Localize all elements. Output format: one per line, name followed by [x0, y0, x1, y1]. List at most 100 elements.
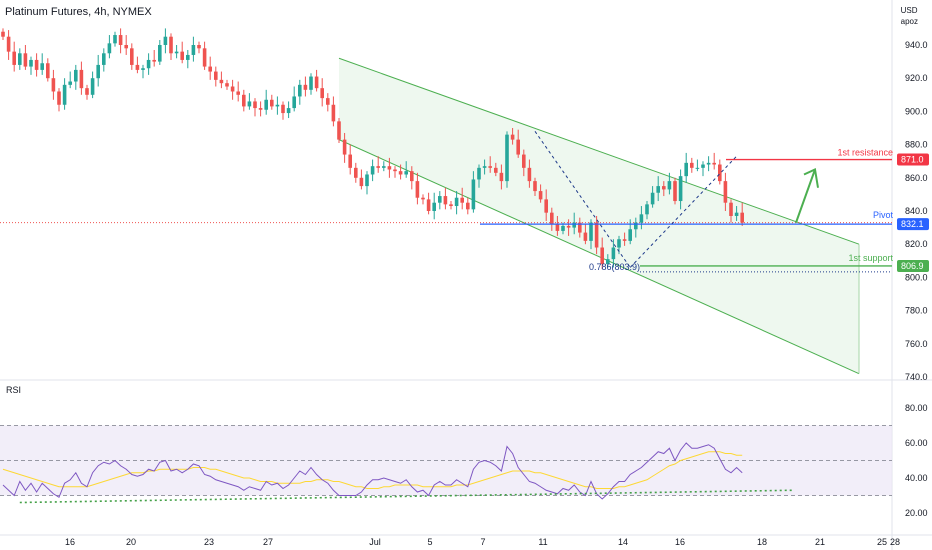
candle: [303, 76, 308, 97]
channel-upper-line: [338, 57, 860, 245]
candle-body: [510, 134, 515, 140]
support-price-tag: 806.9: [901, 261, 924, 271]
candle-body: [415, 181, 420, 198]
candle: [130, 43, 134, 70]
pivot-label: Pivot: [873, 210, 894, 220]
time-axis: 16 20 23 27 Jul 5 7 11 14 16 18 21 25 28: [65, 537, 900, 547]
candle: [320, 78, 324, 107]
candle: [421, 194, 425, 205]
candle-body: [107, 43, 112, 54]
candle-body: [454, 197, 459, 207]
time-tick-label: 23: [204, 537, 214, 547]
rsi-pane: 80.00 60.00 40.00 20.00: [0, 403, 928, 518]
candle: [454, 191, 459, 215]
candle-body: [617, 239, 621, 248]
candle-body: [102, 53, 106, 65]
candle: [370, 159, 375, 182]
price-tick-label: 860.0: [905, 173, 928, 183]
candle-body: [662, 186, 666, 190]
candle-body: [550, 212, 554, 225]
candle: [247, 93, 252, 110]
candle-body: [247, 101, 252, 107]
candle: [544, 189, 548, 221]
candle-body: [141, 68, 145, 70]
candle: [701, 161, 705, 177]
candle: [583, 224, 588, 245]
support-price-tag-bg: [897, 259, 929, 272]
candle: [662, 181, 666, 197]
candle-body: [516, 139, 520, 155]
candle: [107, 35, 112, 59]
price-tick-label: 880.0: [905, 140, 928, 150]
time-tick-label: 5: [427, 537, 432, 547]
candle: [337, 118, 341, 143]
projection-arrow: [795, 169, 816, 223]
candle: [656, 176, 660, 202]
candle-body: [314, 76, 319, 89]
candle-body: [85, 88, 89, 95]
candle: [68, 71, 72, 89]
candle: [331, 96, 336, 127]
candle-body: [370, 166, 375, 175]
candle: [34, 53, 39, 77]
candle: [342, 132, 347, 163]
candle-body: [23, 53, 28, 67]
candle-body: [113, 35, 117, 44]
candle: [202, 41, 207, 70]
rsi-tick-label: 60.00: [905, 438, 928, 448]
candle-body: [572, 222, 576, 228]
candle-body: [191, 45, 196, 55]
candle: [46, 58, 50, 82]
candle-body: [130, 48, 134, 65]
candle-body: [18, 53, 22, 65]
candle: [12, 41, 16, 72]
candle-body: [398, 171, 403, 175]
candle-body: [650, 192, 655, 205]
candle: [555, 215, 560, 236]
candle-body: [202, 48, 207, 67]
time-tick-label: 28: [890, 537, 900, 547]
candle-body: [292, 96, 296, 109]
time-tick-label: 21: [815, 537, 825, 547]
candle-body: [471, 179, 476, 210]
candle-body: [197, 45, 201, 49]
candle: [219, 71, 224, 89]
candle: [533, 177, 537, 197]
resistance-label: 1st resistance: [837, 148, 893, 158]
candle: [225, 79, 229, 90]
candle-body: [286, 108, 291, 114]
candle-body: [46, 63, 50, 79]
candle: [471, 171, 476, 213]
candle: [292, 86, 296, 112]
candle-body: [432, 202, 436, 211]
candle: [141, 64, 145, 79]
candle: [118, 28, 123, 54]
candle-body: [376, 166, 380, 168]
candle: [270, 94, 274, 110]
candle-body: [236, 91, 240, 95]
candle: [634, 217, 638, 238]
candle-body: [342, 139, 347, 155]
candle-body: [656, 186, 660, 193]
candle-body: [589, 222, 593, 241]
candle: [578, 217, 582, 238]
candle-body: [118, 35, 123, 45]
candle: [174, 45, 179, 59]
candle-body: [723, 181, 728, 203]
candle-body: [544, 199, 548, 213]
candle-body: [163, 36, 168, 45]
candle: [410, 166, 414, 190]
pivot-price-tag: 832.1: [901, 219, 924, 229]
candle-body: [695, 167, 700, 169]
candle-body: [169, 36, 173, 54]
candle: [729, 199, 733, 223]
candle: [57, 88, 61, 112]
candle-body: [90, 78, 95, 95]
candle: [326, 93, 330, 112]
candle-body: [734, 212, 739, 216]
candle: [538, 184, 543, 203]
candle-body: [96, 64, 100, 79]
candle-body: [404, 171, 408, 175]
candle: [152, 49, 156, 67]
